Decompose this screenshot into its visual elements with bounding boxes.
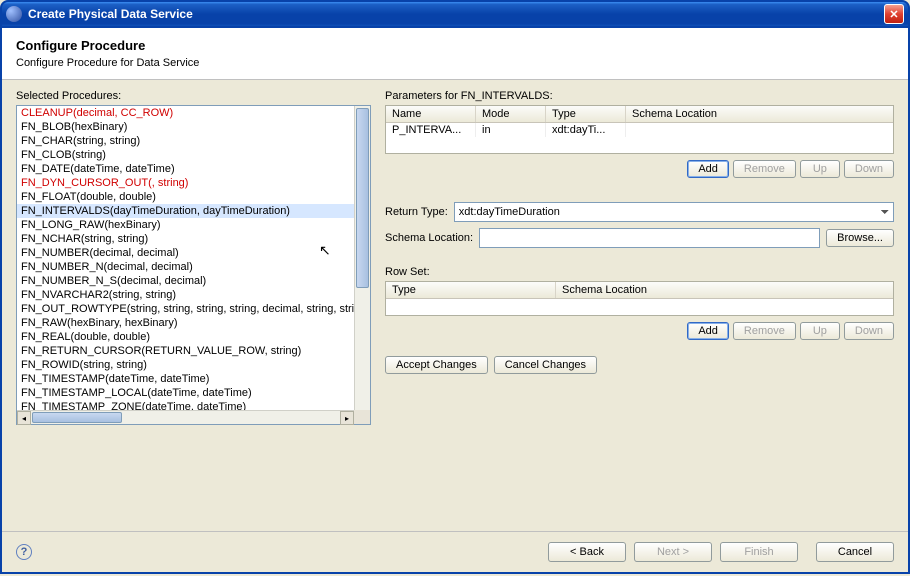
procedure-list-item[interactable]: FN_DATE(dateTime, dateTime) (17, 162, 370, 176)
parameter-cell-name: P_INTERVA... (386, 123, 476, 137)
next-button[interactable]: Next > (634, 542, 712, 562)
return-type-label: Return Type: (385, 206, 448, 218)
return-type-group: Return Type: xdt:dayTimeDuration Schema … (385, 196, 894, 248)
finish-button[interactable]: Finish (720, 542, 798, 562)
procedure-list-item[interactable]: FN_RAW(hexBinary, hexBinary) (17, 316, 370, 330)
rowset-add-button[interactable]: Add (687, 322, 729, 340)
procedure-list-item[interactable]: FN_ROWID(string, string) (17, 358, 370, 372)
page-title: Configure Procedure (16, 38, 894, 53)
rowset-table[interactable]: Type Schema Location (385, 281, 894, 316)
procedure-list-item[interactable]: FN_TIMESTAMP_ZONE(dateTime, dateTime) (17, 400, 370, 410)
parameter-cell-type: xdt:dayTi... (546, 123, 626, 137)
procedure-list-item[interactable]: FN_INTERVALDS(dayTimeDuration, dayTimeDu… (17, 204, 370, 218)
procedure-list-item[interactable]: FN_NUMBER_N(decimal, decimal) (17, 260, 370, 274)
col-schema-location[interactable]: Schema Location (626, 106, 893, 122)
rowset-down-button[interactable]: Down (844, 322, 894, 340)
procedure-list-item[interactable]: FN_RETURN_CURSOR(RETURN_VALUE_ROW, strin… (17, 344, 370, 358)
col-type[interactable]: Type (386, 282, 556, 298)
back-button[interactable]: < Back (548, 542, 626, 562)
col-schema-location[interactable]: Schema Location (556, 282, 893, 298)
close-button[interactable]: ✕ (884, 4, 904, 24)
procedure-list-item[interactable]: FN_REAL(double, double) (17, 330, 370, 344)
procedure-list-item[interactable]: FN_CHAR(string, string) (17, 134, 370, 148)
parameters-label: Parameters for FN_INTERVALDS: (385, 90, 894, 102)
parameter-cell-schema (626, 123, 893, 137)
horizontal-scrollbar[interactable]: ◂▸ (17, 410, 354, 424)
return-type-select[interactable]: xdt:dayTimeDuration (454, 202, 894, 222)
cancel-changes-button[interactable]: Cancel Changes (494, 356, 597, 374)
accept-changes-button[interactable]: Accept Changes (385, 356, 488, 374)
page-subtitle: Configure Procedure for Data Service (16, 57, 894, 69)
col-name[interactable]: Name (386, 106, 476, 122)
procedure-list-item[interactable]: FN_OUT_ROWTYPE(string, string, string, s… (17, 302, 370, 316)
selected-procedures-listbox[interactable]: CLEANUP(decimal, CC_ROW)FN_BLOB(hexBinar… (16, 105, 371, 425)
selected-procedures-pane: Selected Procedures: CLEANUP(decimal, CC… (16, 90, 371, 523)
rowset-label: Row Set: (385, 266, 894, 278)
window-title: Create Physical Data Service (28, 7, 884, 21)
details-pane: Parameters for FN_INTERVALDS: Name Mode … (385, 90, 894, 523)
procedure-list-item[interactable]: FN_FLOAT(double, double) (17, 190, 370, 204)
procedure-list-item[interactable]: FN_BLOB(hexBinary) (17, 120, 370, 134)
procedure-list-item[interactable]: FN_NUMBER_N_S(decimal, decimal) (17, 274, 370, 288)
parameter-cell-mode: in (476, 123, 546, 137)
procedure-list-item[interactable]: FN_DYN_CURSOR_OUT(, string) (17, 176, 370, 190)
params-remove-button[interactable]: Remove (733, 160, 796, 178)
rowset-group: Row Set: Type Schema Location Add Remove… (385, 266, 894, 340)
params-add-button[interactable]: Add (687, 160, 729, 178)
main-area: Selected Procedures: CLEANUP(decimal, CC… (2, 80, 908, 531)
schema-location-input[interactable] (479, 228, 820, 248)
cancel-button[interactable]: Cancel (816, 542, 894, 562)
browse-button[interactable]: Browse... (826, 229, 894, 247)
schema-location-label: Schema Location: (385, 232, 473, 244)
titlebar: Create Physical Data Service ✕ (0, 0, 910, 28)
procedure-list-item[interactable]: CLEANUP(decimal, CC_ROW) (17, 106, 370, 120)
rowset-up-button[interactable]: Up (800, 322, 840, 340)
procedure-list-item[interactable]: FN_NUMBER(decimal, decimal) (17, 246, 370, 260)
parameters-group: Parameters for FN_INTERVALDS: Name Mode … (385, 90, 894, 178)
procedure-list-item[interactable]: FN_TIMESTAMP_LOCAL(dateTime, dateTime) (17, 386, 370, 400)
col-mode[interactable]: Mode (476, 106, 546, 122)
help-icon[interactable]: ? (16, 544, 32, 560)
dialog-header: Configure Procedure Configure Procedure … (2, 28, 908, 80)
rowset-remove-button[interactable]: Remove (733, 322, 796, 340)
parameters-table[interactable]: Name Mode Type Schema Location P_INTERVA… (385, 105, 894, 154)
wizard-footer: ? < Back Next > Finish Cancel (2, 531, 908, 572)
procedure-list-item[interactable]: FN_CLOB(string) (17, 148, 370, 162)
col-type[interactable]: Type (546, 106, 626, 122)
procedure-list-item[interactable]: FN_TIMESTAMP(dateTime, dateTime) (17, 372, 370, 386)
procedure-list-item[interactable]: FN_LONG_RAW(hexBinary) (17, 218, 370, 232)
procedure-list-item[interactable]: FN_NCHAR(string, string) (17, 232, 370, 246)
procedure-list-item[interactable]: FN_NVARCHAR2(string, string) (17, 288, 370, 302)
params-down-button[interactable]: Down (844, 160, 894, 178)
dialog-frame: Configure Procedure Configure Procedure … (0, 28, 910, 574)
parameter-row[interactable]: P_INTERVA...inxdt:dayTi... (386, 123, 893, 137)
eclipse-icon (6, 6, 22, 22)
selected-procedures-label: Selected Procedures: (16, 90, 371, 102)
params-up-button[interactable]: Up (800, 160, 840, 178)
vertical-scrollbar[interactable] (354, 106, 370, 410)
